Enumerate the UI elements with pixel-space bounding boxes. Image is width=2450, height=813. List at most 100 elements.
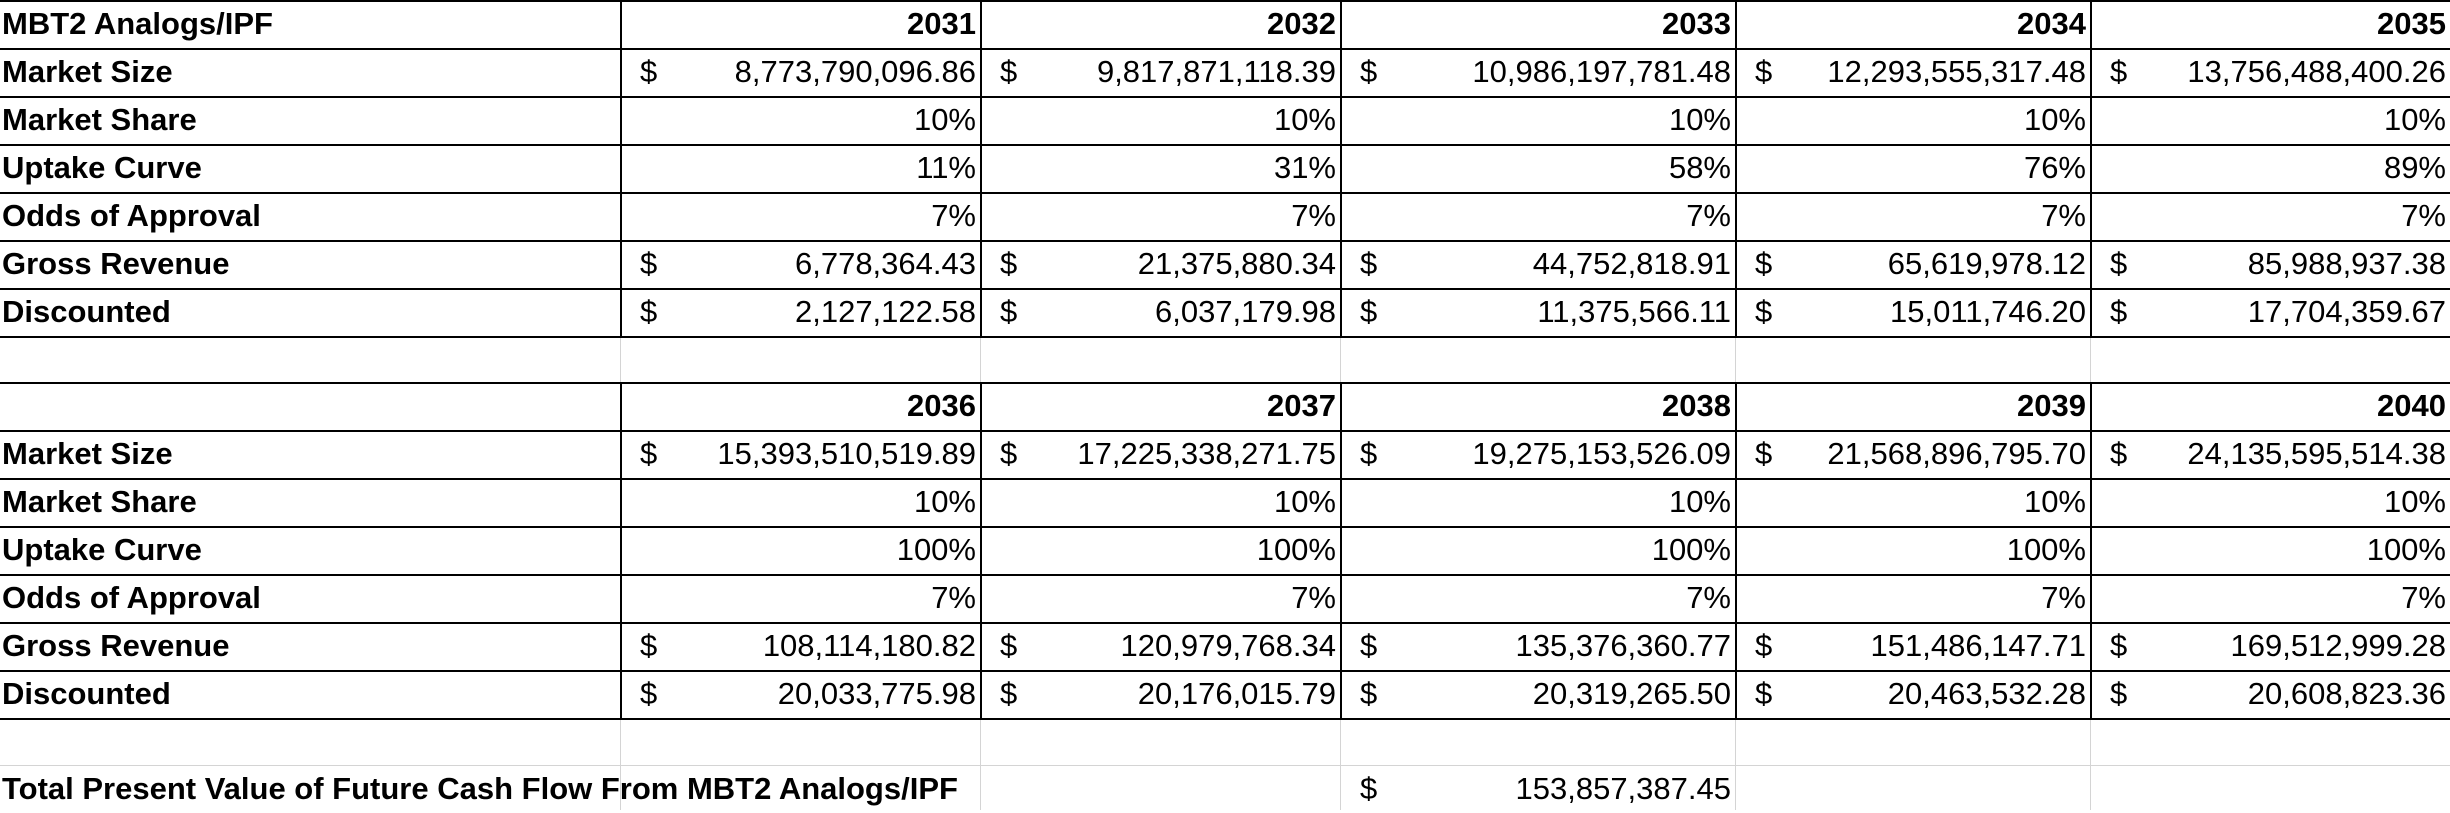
percent-cell[interactable]: 10%: [913, 484, 976, 519]
currency-cell[interactable]: $108,114,180.82: [620, 622, 980, 670]
row-label[interactable]: Gross Revenue: [2, 246, 230, 281]
percent-cell[interactable]: 100%: [2366, 532, 2446, 567]
border-line: [0, 240, 2450, 242]
currency-cell[interactable]: $21,375,880.34: [980, 240, 1340, 288]
percent-cell[interactable]: 7%: [2041, 198, 2086, 233]
cell-value: 21,568,896,795.70: [1827, 436, 2086, 471]
percent-cell[interactable]: 7%: [2401, 198, 2446, 233]
year-header[interactable]: 2038: [1662, 388, 1731, 423]
currency-cell[interactable]: $20,463,532.28: [1735, 670, 2090, 718]
currency-cell[interactable]: $20,033,775.98: [620, 670, 980, 718]
currency-symbol: $: [1360, 294, 1378, 329]
currency-cell[interactable]: $19,275,153,526.09: [1340, 430, 1735, 478]
total-label[interactable]: Total Present Value of Future Cash Flow …: [2, 771, 958, 806]
currency-cell[interactable]: $2,127,122.58: [620, 288, 980, 336]
percent-cell[interactable]: 10%: [913, 102, 976, 137]
row-label[interactable]: Market Size: [2, 436, 173, 471]
currency-symbol: $: [2110, 628, 2128, 663]
year-header[interactable]: 2031: [907, 6, 976, 41]
currency-cell[interactable]: $20,176,015.79: [980, 670, 1340, 718]
row-label[interactable]: Odds of Approval: [2, 198, 261, 233]
percent-cell[interactable]: 7%: [931, 580, 976, 615]
row-label[interactable]: Uptake Curve: [2, 532, 202, 567]
percent-cell[interactable]: 76%: [2023, 150, 2086, 185]
percent-cell[interactable]: 10%: [1668, 484, 1731, 519]
currency-cell[interactable]: $24,135,595,514.38: [2090, 430, 2450, 478]
year-header[interactable]: 2032: [1267, 6, 1336, 41]
currency-cell[interactable]: $6,037,179.98: [980, 288, 1340, 336]
border-line: [980, 382, 982, 718]
year-header[interactable]: 2035: [2377, 6, 2446, 41]
year-header[interactable]: 2034: [2017, 6, 2086, 41]
currency-cell[interactable]: $20,319,265.50: [1340, 670, 1735, 718]
sheet-title[interactable]: MBT2 Analogs/IPF: [2, 6, 273, 41]
percent-cell[interactable]: 10%: [2023, 484, 2086, 519]
cell-value: 120,979,768.34: [1120, 628, 1337, 663]
percent-cell[interactable]: 7%: [2401, 580, 2446, 615]
currency-cell[interactable]: $44,752,818.91: [1340, 240, 1735, 288]
currency-cell[interactable]: $135,376,360.77: [1340, 622, 1735, 670]
percent-cell[interactable]: 89%: [2383, 150, 2446, 185]
percent-cell[interactable]: 7%: [1686, 580, 1731, 615]
percent-cell[interactable]: 100%: [1651, 532, 1731, 567]
percent-cell[interactable]: 7%: [1291, 580, 1336, 615]
percent-cell[interactable]: 10%: [2383, 484, 2446, 519]
percent-cell[interactable]: 10%: [2383, 102, 2446, 137]
percent-cell[interactable]: 11%: [916, 150, 976, 185]
year-header[interactable]: 2036: [907, 388, 976, 423]
row-label[interactable]: Market Share: [2, 484, 197, 519]
percent-cell[interactable]: 10%: [1668, 102, 1731, 137]
currency-cell[interactable]: $20,608,823.36: [2090, 670, 2450, 718]
year-header[interactable]: 2033: [1662, 6, 1731, 41]
currency-cell[interactable]: $15,393,510,519.89: [620, 430, 980, 478]
percent-cell[interactable]: 7%: [1686, 198, 1731, 233]
currency-cell[interactable]: $17,225,338,271.75: [980, 430, 1340, 478]
currency-cell[interactable]: $9,817,871,118.39: [980, 48, 1340, 96]
border-line: [620, 382, 622, 718]
currency-cell[interactable]: $85,988,937.38: [2090, 240, 2450, 288]
row-label[interactable]: Odds of Approval: [2, 580, 261, 615]
currency-cell[interactable]: $21,568,896,795.70: [1735, 430, 2090, 478]
percent-cell[interactable]: 7%: [931, 198, 976, 233]
currency-cell[interactable]: $120,979,768.34: [980, 622, 1340, 670]
row-label[interactable]: Market Share: [2, 102, 197, 137]
percent-cell[interactable]: 7%: [1291, 198, 1336, 233]
year-header[interactable]: 2039: [2017, 388, 2086, 423]
row-label[interactable]: Gross Revenue: [2, 628, 230, 663]
cell-value: 6,778,364.43: [794, 246, 976, 281]
currency-cell[interactable]: $17,704,359.67: [2090, 288, 2450, 336]
percent-cell[interactable]: 7%: [2041, 580, 2086, 615]
percent-cell[interactable]: 100%: [896, 532, 976, 567]
currency-cell[interactable]: $151,486,147.71: [1735, 622, 2090, 670]
total-value-cell[interactable]: $153,857,387.45: [1340, 765, 1735, 813]
currency-cell[interactable]: $6,778,364.43: [620, 240, 980, 288]
border-line: [620, 0, 622, 336]
percent-cell[interactable]: 100%: [1256, 532, 1336, 567]
currency-cell[interactable]: $12,293,555,317.48: [1735, 48, 2090, 96]
row-label[interactable]: Uptake Curve: [2, 150, 202, 185]
percent-cell[interactable]: 10%: [1273, 484, 1336, 519]
percent-cell[interactable]: 10%: [1273, 102, 1336, 137]
row-label[interactable]: Discounted: [2, 676, 171, 711]
percent-cell[interactable]: 100%: [2006, 532, 2086, 567]
currency-cell[interactable]: $65,619,978.12: [1735, 240, 2090, 288]
year-header[interactable]: 2040: [2377, 388, 2446, 423]
row-label[interactable]: Discounted: [2, 294, 171, 329]
currency-cell[interactable]: $169,512,999.28: [2090, 622, 2450, 670]
percent-cell[interactable]: 58%: [1668, 150, 1731, 185]
cell-value: 108,114,180.82: [762, 628, 976, 663]
currency-cell[interactable]: $15,011,746.20: [1735, 288, 2090, 336]
year-header[interactable]: 2037: [1267, 388, 1336, 423]
currency-symbol: $: [2110, 436, 2128, 471]
cell-value: 8,773,790,096.86: [734, 54, 976, 89]
currency-cell[interactable]: $10,986,197,781.48: [1340, 48, 1735, 96]
cell-value: 2,127,122.58: [794, 294, 976, 329]
currency-cell[interactable]: $11,375,566.11: [1340, 288, 1735, 336]
percent-cell[interactable]: 31%: [1273, 150, 1336, 185]
percent-cell[interactable]: 10%: [2023, 102, 2086, 137]
row-label[interactable]: Market Size: [2, 54, 173, 89]
currency-cell[interactable]: $13,756,488,400.26: [2090, 48, 2450, 96]
border-line: [0, 48, 2450, 50]
currency-cell[interactable]: $8,773,790,096.86: [620, 48, 980, 96]
